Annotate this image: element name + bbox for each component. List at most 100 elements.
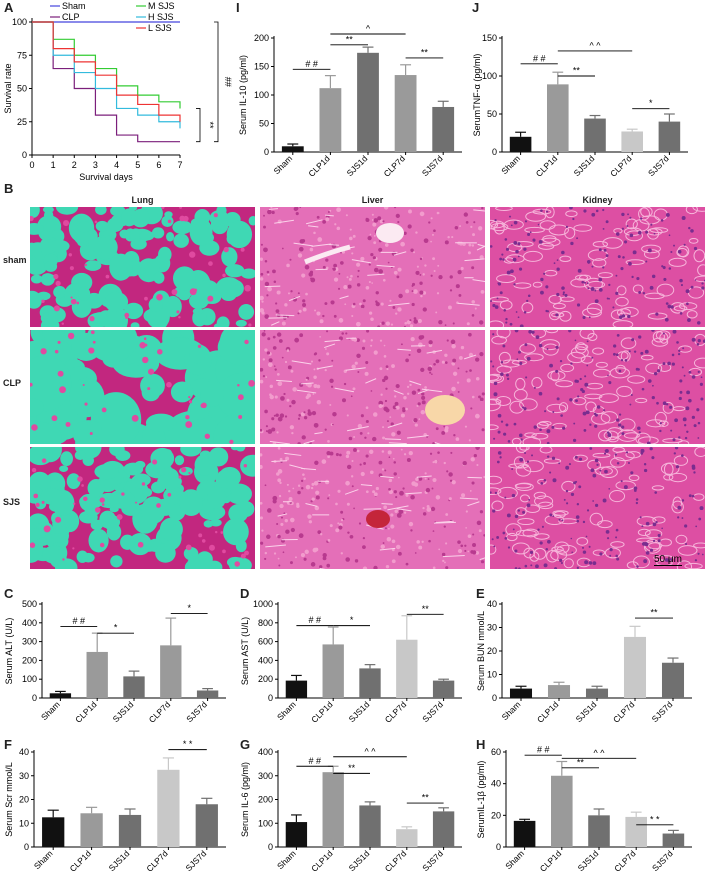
nucleus [640, 351, 644, 355]
tubule [496, 274, 517, 284]
nucleus [594, 299, 599, 304]
hepatocyte-nucleus [395, 406, 398, 409]
nucleus [639, 516, 642, 519]
nucleus [496, 536, 500, 539]
nucleus [518, 267, 523, 271]
sinusoid [334, 387, 354, 393]
hepatocyte-nucleus [428, 340, 433, 345]
nucleus [539, 428, 542, 432]
x-tick-label: Sham [275, 699, 298, 722]
nucleus [644, 349, 649, 354]
hepatocyte-nucleus [371, 282, 374, 284]
nucleus [584, 375, 587, 378]
nucleus [584, 560, 589, 565]
tissue-speck [31, 424, 38, 431]
hepatocyte-nucleus [365, 454, 369, 458]
hepatocyte-nucleus [292, 387, 297, 392]
hepatocyte-nucleus [410, 529, 413, 532]
hepatocyte-nucleus [463, 212, 469, 217]
hepatocyte-nucleus [310, 486, 314, 490]
hepatocyte-nucleus [322, 556, 327, 561]
alveolus [30, 421, 62, 444]
alveolus [123, 462, 144, 476]
hepatocyte-nucleus [351, 460, 354, 463]
nucleus [551, 456, 556, 460]
hepatocyte-nucleus [269, 384, 274, 389]
nucleus [531, 330, 535, 334]
tubule [616, 285, 627, 296]
alveolus [36, 537, 50, 546]
hepatocyte-nucleus [403, 453, 407, 456]
nucleus [598, 248, 602, 252]
alveolus [30, 398, 45, 417]
alveolus [180, 447, 202, 457]
hepatocyte-nucleus [303, 411, 306, 414]
hepatocyte-nucleus [481, 392, 485, 396]
tubule [592, 368, 611, 378]
nucleus [576, 303, 581, 307]
hepatocyte-nucleus [386, 537, 392, 542]
nucleus [526, 299, 529, 302]
tubule [610, 457, 626, 468]
tissue-speck [92, 340, 96, 344]
tissue-speck [40, 348, 47, 355]
nucleus [519, 457, 524, 462]
hepatocyte-nucleus [408, 353, 411, 356]
tissue-speck [94, 220, 98, 224]
alveolus [59, 465, 69, 472]
hepatocyte-nucleus [397, 267, 402, 272]
significance-label: * [114, 623, 118, 633]
hepatocyte-nucleus [451, 344, 456, 349]
hepatocyte-nucleus [406, 385, 410, 388]
alveolus [180, 330, 193, 338]
tubule [570, 346, 589, 359]
y-tick-label: 50 [259, 119, 269, 129]
tubule [490, 374, 502, 382]
hepatocyte-nucleus [313, 384, 318, 389]
x-tick-label: CLP1d [309, 848, 335, 874]
nucleus [546, 441, 550, 444]
nucleus [554, 567, 558, 569]
sinusoid [388, 442, 407, 444]
liver-clp-image [260, 330, 485, 444]
nucleus [585, 410, 590, 415]
hepatocyte-nucleus [443, 525, 446, 528]
nucleus [677, 352, 681, 356]
hepatocyte-nucleus [390, 323, 394, 326]
hepatocyte-nucleus [406, 458, 411, 463]
sinusoid [275, 314, 295, 317]
hepatocyte-nucleus [277, 381, 283, 387]
nucleus [506, 270, 511, 275]
hepatocyte-nucleus [275, 302, 278, 305]
significance-label: # # [73, 616, 86, 626]
alveolus [88, 528, 109, 553]
hepatocyte-nucleus [313, 481, 319, 486]
nucleus [690, 229, 694, 233]
hepatocyte-nucleus [400, 413, 405, 418]
nucleus [544, 410, 547, 413]
hepatocyte-nucleus [449, 479, 453, 482]
hepatocyte-nucleus [264, 259, 268, 263]
hepatocyte-nucleus [446, 339, 449, 342]
sinusoid [288, 295, 301, 302]
y-tick-label: 30 [19, 771, 29, 781]
bar-sham [285, 822, 308, 847]
nucleus [575, 515, 580, 519]
x-tick-label: 0 [29, 160, 34, 170]
tubule [564, 226, 576, 239]
tissue-background [260, 330, 485, 444]
hepatocyte-nucleus [264, 551, 268, 555]
hepatocyte-nucleus [406, 320, 411, 325]
alveolus [200, 380, 225, 407]
tubule [554, 541, 570, 554]
hepatocyte-nucleus [286, 483, 289, 486]
hepatocyte-nucleus [465, 220, 469, 224]
nucleus [633, 350, 637, 353]
nucleus [665, 302, 669, 305]
hepatocyte-nucleus [266, 534, 271, 540]
hepatocyte-nucleus [472, 533, 475, 536]
sinusoid [296, 389, 317, 394]
hepatocyte-nucleus [316, 215, 320, 219]
hepatocyte-nucleus [301, 273, 306, 278]
alveolus [30, 447, 54, 466]
